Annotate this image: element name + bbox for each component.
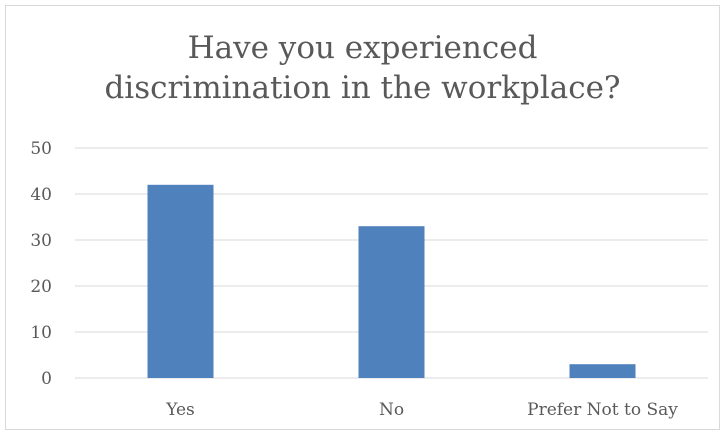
bars (147, 184, 636, 378)
x-tick-label: Yes (165, 400, 195, 420)
bar-yes (147, 184, 214, 378)
x-tick-label: Prefer Not to Say (527, 400, 678, 420)
y-tick-label: 20 (30, 277, 52, 297)
y-tick-label: 0 (41, 369, 52, 389)
x-axis-labels: Yes No Prefer Not to Say (165, 400, 678, 420)
x-tick-label: No (379, 400, 404, 420)
bar-prefer-not-to-say (569, 364, 636, 378)
chart-title: Have you experienced discrimination in t… (104, 30, 621, 106)
y-tick-label: 10 (30, 323, 52, 343)
y-axis-labels: 0 10 20 30 40 50 (30, 139, 52, 389)
bar-no (358, 226, 425, 378)
y-tick-label: 30 (30, 231, 52, 251)
y-tick-label: 50 (30, 139, 52, 159)
y-tick-label: 40 (30, 185, 52, 205)
